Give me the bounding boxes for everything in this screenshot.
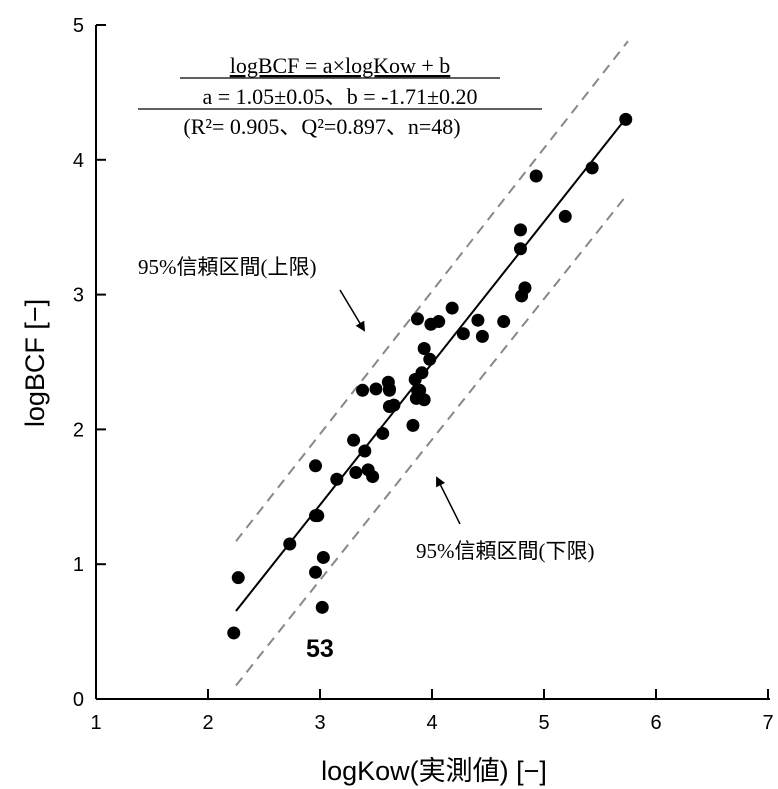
data-point	[456, 327, 470, 341]
x-tick-label: 6	[650, 712, 661, 734]
y-tick-label: 5	[73, 15, 84, 37]
data-point	[410, 312, 424, 326]
y-axis-ticks: 0 1 2 3 4 5	[73, 15, 106, 711]
data-point	[309, 565, 323, 579]
data-point	[347, 433, 361, 447]
y-tick-label: 3	[73, 285, 84, 307]
data-point	[513, 242, 527, 256]
data-points	[227, 112, 633, 640]
data-point	[366, 470, 380, 484]
data-point	[445, 301, 459, 315]
data-point	[227, 626, 241, 640]
x-tick-label: 1	[90, 712, 101, 734]
y-tick-label: 4	[73, 150, 84, 172]
x-tick-label: 3	[314, 712, 325, 734]
data-point	[382, 383, 396, 397]
data-point	[497, 315, 511, 329]
lower-ci-arrow	[436, 476, 461, 525]
data-point	[475, 329, 489, 343]
y-tick-label: 0	[73, 689, 84, 711]
data-point	[315, 600, 329, 614]
data-point	[231, 571, 245, 585]
ci-lower-line	[235, 192, 629, 687]
data-point	[415, 366, 429, 380]
x-axis-ticks: 1 2 3 4 5 6 7	[90, 689, 774, 734]
data-point	[309, 509, 323, 523]
data-point	[406, 418, 420, 432]
lower-ci-label: 95%信頼区間(下限)	[416, 539, 594, 563]
data-point	[417, 393, 431, 407]
data-point	[471, 313, 485, 327]
data-point	[619, 112, 633, 126]
data-point	[417, 342, 431, 356]
y-tick-label: 2	[73, 419, 84, 441]
data-point	[529, 169, 543, 183]
data-point	[432, 315, 446, 329]
ci-upper-line	[235, 40, 629, 542]
x-tick-label: 4	[426, 712, 437, 734]
data-point	[558, 209, 572, 223]
data-point	[410, 383, 424, 397]
point-53-label: 53	[306, 635, 334, 663]
x-tick-label: 5	[538, 712, 549, 734]
equation-line-1: logBCF = a×logKow + b	[230, 53, 451, 78]
data-point	[423, 352, 437, 366]
upper-ci-arrow	[339, 289, 366, 332]
data-point	[585, 161, 599, 175]
equation-line-2: a = 1.05±0.05、b = -1.71±0.20	[202, 84, 477, 109]
data-point	[283, 537, 297, 551]
data-point	[349, 466, 363, 480]
y-tick-label: 1	[73, 554, 84, 576]
equation-line-3: (R²= 0.905、Q²=0.897、n=48)	[183, 114, 460, 139]
data-point	[513, 223, 527, 237]
data-point	[316, 550, 330, 564]
x-tick-label: 2	[202, 712, 213, 734]
upper-ci-label: 95%信頼区間(上限)	[138, 255, 316, 279]
y-axis-title: logBCF [−]	[20, 299, 50, 427]
data-point	[356, 383, 370, 397]
data-point	[376, 426, 390, 440]
x-axis-title: logKow(実測値) [−]	[321, 756, 547, 786]
data-point	[387, 398, 401, 412]
data-point	[309, 459, 323, 473]
data-point	[330, 472, 344, 486]
x-tick-label: 7	[762, 712, 773, 734]
confidence-interval-lines	[235, 40, 629, 687]
data-point	[369, 382, 383, 396]
data-point	[358, 444, 372, 458]
data-point	[518, 281, 532, 295]
